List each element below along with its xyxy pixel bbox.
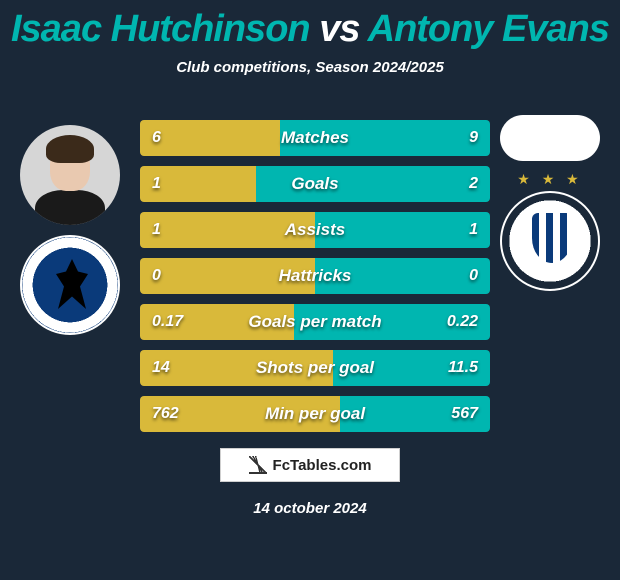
stat-label: Matches xyxy=(140,120,490,156)
branding-badge: FcTables.com xyxy=(220,448,400,482)
stat-row: 762567Min per goal xyxy=(140,396,490,432)
stat-row: 0.170.22Goals per match xyxy=(140,304,490,340)
stats-panel: 69Matches 12Goals 11Assists 00Hattricks 0.17… xyxy=(140,120,490,442)
stat-row: 00Hattricks xyxy=(140,258,490,294)
stat-label: Hattricks xyxy=(140,258,490,294)
right-avatars xyxy=(490,115,610,291)
fctables-logo-icon xyxy=(249,456,267,474)
comparison-title: Isaac Hutchinson vs Antony Evans xyxy=(0,0,620,51)
stat-row: 1411.5Shots per goal xyxy=(140,350,490,386)
stat-label: Goals per match xyxy=(140,304,490,340)
branding-text: FcTables.com xyxy=(273,457,372,474)
stat-label: Assists xyxy=(140,212,490,248)
stat-row: 12Goals xyxy=(140,166,490,202)
player1-club-crest xyxy=(20,235,120,335)
comparison-date: 14 october 2024 xyxy=(0,500,620,517)
player1-name: Isaac Hutchinson xyxy=(11,8,310,50)
stat-label: Shots per goal xyxy=(140,350,490,386)
stat-row: 69Matches xyxy=(140,120,490,156)
stat-label: Goals xyxy=(140,166,490,202)
stat-label: Min per goal xyxy=(140,396,490,432)
left-avatars xyxy=(10,125,130,335)
player2-club-crest xyxy=(500,191,600,291)
comparison-subtitle: Club competitions, Season 2024/2025 xyxy=(0,59,620,76)
stat-row: 11Assists xyxy=(140,212,490,248)
player2-avatar xyxy=(500,115,600,161)
player2-name: Antony Evans xyxy=(368,8,609,50)
vs-separator: vs xyxy=(319,8,359,50)
player1-avatar xyxy=(20,125,120,225)
